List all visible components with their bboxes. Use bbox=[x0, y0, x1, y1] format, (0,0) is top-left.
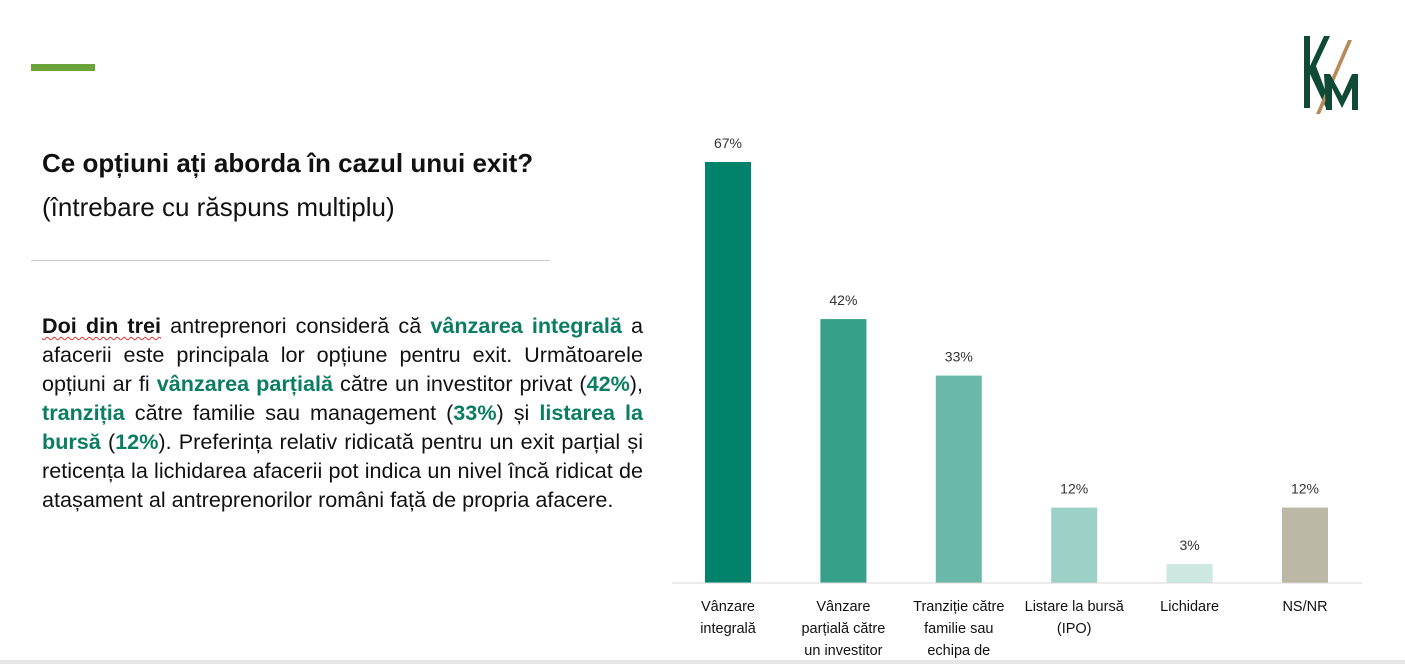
divider bbox=[31, 260, 550, 261]
category-label-1-line-2: un investitor bbox=[804, 643, 882, 659]
summary-highlight-listing: listarea la bursă bbox=[42, 400, 643, 454]
value-label-3: 12% bbox=[1060, 481, 1088, 497]
category-label-2-line-0: Tranziție către bbox=[913, 599, 1004, 615]
category-label-0-line-0: Vânzare bbox=[701, 599, 755, 615]
value-label-4: 3% bbox=[1179, 537, 1199, 553]
question-title: Ce opțiuni ați aborda în cazul unui exit… bbox=[42, 148, 534, 178]
value-label-0: 67% bbox=[714, 135, 742, 151]
bar-4 bbox=[1166, 564, 1213, 583]
category-label-2-line-2: echipa de bbox=[927, 643, 990, 659]
bar-2 bbox=[935, 375, 982, 583]
summary-highlight-42: 42% bbox=[586, 371, 630, 396]
category-label-2-line-1: familie sau bbox=[924, 621, 993, 637]
category-label-4-line-0: Lichidare bbox=[1160, 599, 1219, 615]
category-label-1-line-0: Vânzare bbox=[816, 599, 870, 615]
bars-group bbox=[705, 162, 1328, 583]
summary-text: ). Preferința relativ ridicată pentru un… bbox=[42, 429, 643, 512]
bar-5 bbox=[1282, 507, 1328, 583]
bar-0 bbox=[705, 162, 751, 583]
km-logo bbox=[1304, 36, 1358, 114]
category-label-1-line-1: parțială către bbox=[801, 621, 885, 637]
accent-line bbox=[31, 64, 95, 71]
bar-3 bbox=[1051, 507, 1098, 583]
value-label-1: 42% bbox=[829, 292, 857, 308]
summary-text: ) și bbox=[496, 400, 540, 425]
value-label-2: 33% bbox=[945, 349, 973, 365]
summary-text: ( bbox=[100, 429, 116, 454]
category-label-0-line-1: integrală bbox=[700, 621, 757, 637]
summary-text: a afacerii este principala lor opțiune p… bbox=[42, 313, 643, 396]
bottom-strip bbox=[0, 660, 1405, 664]
category-label-3-line-1: (IPO) bbox=[1057, 621, 1092, 637]
summary-bold-lead: Doi din trei bbox=[42, 313, 161, 338]
question-subtitle: (întrebare cu răspuns multiplu) bbox=[42, 192, 395, 222]
summary-highlight-12: 12% bbox=[115, 429, 159, 454]
summary-highlight-33: 33% bbox=[453, 400, 497, 425]
summary-text: antreprenori consideră că bbox=[161, 313, 431, 338]
category-label-5-line-0: NS/NR bbox=[1282, 599, 1327, 615]
value-labels-group: 67% 42% 33% 12% 3% 12% bbox=[714, 135, 1319, 553]
category-labels-group: Vânzare integrală Vânzare parțială către un … bbox=[700, 599, 1327, 659]
summary-text: către un investitor privat ( bbox=[333, 371, 587, 396]
category-label-3-line-0: Listare la bursă bbox=[1025, 599, 1125, 615]
value-label-5: 12% bbox=[1291, 481, 1319, 497]
bar-1 bbox=[820, 319, 867, 583]
summary-text: ), bbox=[629, 371, 643, 396]
summary-highlight-transition: tranziția bbox=[42, 400, 125, 425]
summary-highlight-full-sale: vânzarea integrală bbox=[430, 313, 622, 338]
summary-paragraph: Doi din trei antreprenori consideră că v… bbox=[42, 311, 643, 514]
km-logo-mark bbox=[1304, 36, 1358, 114]
summary-highlight-partial-sale: vânzarea parțială bbox=[156, 371, 333, 396]
summary-text: către familie sau management ( bbox=[124, 400, 454, 425]
exit-options-bar-chart: 67%42%33%12%3%12% VânzareintegralăVânzar… bbox=[672, 135, 1362, 659]
